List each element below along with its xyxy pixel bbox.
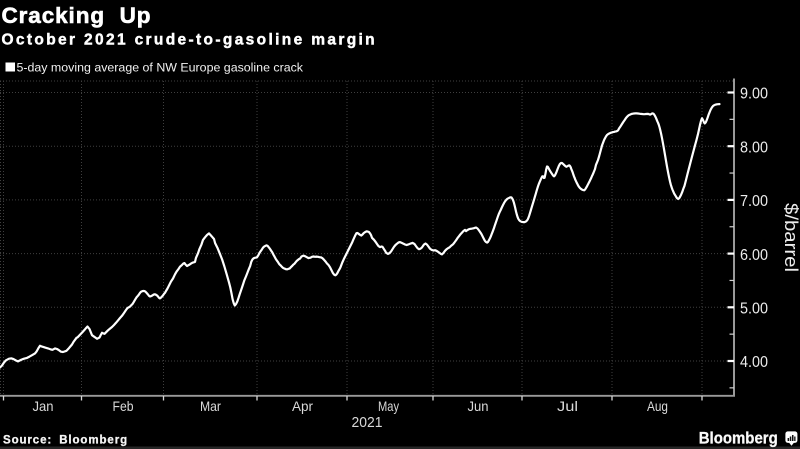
svg-text:4.00: 4.00 xyxy=(740,354,768,371)
svg-text:Jul: Jul xyxy=(557,398,578,414)
svg-text:5-day moving average of NW Eur: 5-day moving average of NW Europe gasoli… xyxy=(17,61,304,75)
svg-text:Cracking Up: Cracking Up xyxy=(2,3,152,28)
svg-text:Feb: Feb xyxy=(113,398,134,414)
svg-text:6.00: 6.00 xyxy=(740,247,768,264)
svg-text:$/barrel: $/barrel xyxy=(781,203,800,272)
svg-text:Mar: Mar xyxy=(200,398,221,414)
svg-text:Bloomberg: Bloomberg xyxy=(699,430,778,448)
svg-text:2021: 2021 xyxy=(352,414,383,431)
svg-text:Jan: Jan xyxy=(33,398,54,414)
svg-text:Jun: Jun xyxy=(468,398,489,414)
svg-text:5.00: 5.00 xyxy=(740,301,768,318)
svg-text:October 2021 crude-to-gasoline: October 2021 crude-to-gasoline margin xyxy=(2,31,378,48)
svg-text:Source: Bloomberg: Source: Bloomberg xyxy=(3,435,128,447)
svg-text:8.00: 8.00 xyxy=(740,139,768,156)
svg-text:9.00: 9.00 xyxy=(740,86,768,103)
svg-text:Apr: Apr xyxy=(292,398,313,414)
svg-text:May: May xyxy=(378,398,399,414)
svg-text:7.00: 7.00 xyxy=(740,193,768,210)
svg-text:Aug: Aug xyxy=(647,398,668,414)
